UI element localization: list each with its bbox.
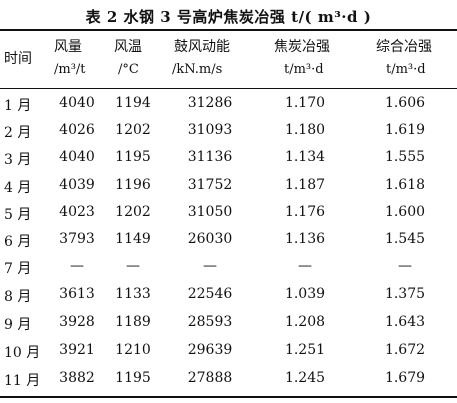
cell-air-volume: —	[70, 258, 84, 274]
cell-blast-energy: 31752	[187, 177, 233, 193]
cell-month: 10 月	[4, 345, 41, 361]
bottom-rule	[0, 396, 457, 398]
header-rule	[0, 88, 457, 89]
cell-blast-energy: 31136	[187, 149, 233, 165]
cell-coke-intensity: 1.208	[284, 314, 326, 330]
cell-air-temp: —	[126, 258, 140, 274]
header-total-intensity-unit: t/m³·d	[386, 62, 426, 77]
cell-coke-intensity: 1.134	[284, 149, 326, 165]
cell-air-temp: 1194	[115, 95, 151, 111]
cell-air-volume: 4040	[59, 149, 95, 165]
cell-blast-energy: 27888	[187, 370, 233, 386]
cell-coke-intensity: 1.187	[284, 177, 326, 193]
cell-total-intensity: 1.619	[384, 122, 426, 138]
cell-month: 7 月	[4, 261, 32, 277]
table-row: 8 月 3613 1133 22546 1.039 1.375	[0, 281, 457, 307]
cell-air-volume: 3921	[59, 342, 95, 358]
cell-coke-intensity: 1.180	[284, 122, 326, 138]
cell-air-volume: 4039	[59, 177, 95, 193]
header-blast-energy-unit: /kN.m/s	[172, 62, 223, 77]
cell-blast-energy: 31093	[187, 122, 233, 138]
table-row: 6 月 3793 1149 26030 1.136 1.545	[0, 226, 457, 252]
table-row: 2 月 4026 1202 31093 1.180 1.619	[0, 117, 457, 143]
cell-air-temp: 1189	[115, 314, 151, 330]
cell-air-temp: 1202	[115, 122, 151, 138]
cell-month: 9 月	[4, 317, 32, 333]
header-coke-intensity-name: 焦炭冶强	[274, 39, 330, 55]
cell-total-intensity: 1.375	[384, 286, 426, 302]
cell-month: 1 月	[4, 98, 32, 114]
table-row: 5 月 4023 1202 31050 1.176 1.600	[0, 199, 457, 225]
header-total-intensity-name: 综合冶强	[376, 39, 432, 55]
top-rule	[0, 29, 457, 31]
cell-air-volume: 4023	[59, 204, 95, 220]
cell-total-intensity: 1.555	[384, 149, 426, 165]
table-row: 3 月 4040 1195 31136 1.134 1.555	[0, 144, 457, 170]
cell-coke-intensity: 1.170	[284, 95, 326, 111]
cell-air-volume: 3613	[59, 286, 95, 302]
header-air-temp: 风温 /°C	[108, 34, 158, 86]
cell-blast-energy: 28593	[187, 314, 233, 330]
header-month: 时间	[4, 34, 44, 86]
cell-total-intensity: 1.600	[384, 204, 426, 220]
header-air-temp-unit: /°C	[118, 62, 139, 77]
cell-total-intensity: 1.672	[384, 342, 426, 358]
cell-blast-energy: 29639	[187, 342, 233, 358]
header-air-volume-name: 风量	[54, 39, 82, 55]
table-row: 9 月 3928 1189 28593 1.208 1.643	[0, 309, 457, 335]
cell-month: 3 月	[4, 152, 32, 168]
cell-blast-energy: 31050	[187, 204, 233, 220]
header-blast-energy: 鼓风动能 /kN.m/s	[162, 34, 258, 86]
cell-total-intensity: 1.643	[384, 314, 426, 330]
table-row: 10 月 3921 1210 29639 1.251 1.672	[0, 337, 457, 363]
cell-air-temp: 1210	[115, 342, 151, 358]
cell-month: 6 月	[4, 234, 32, 250]
cell-month: 11 月	[4, 373, 41, 389]
cell-air-temp: 1202	[115, 204, 151, 220]
cell-coke-intensity: 1.039	[284, 286, 326, 302]
cell-blast-energy: 31286	[187, 95, 233, 111]
cell-air-temp: 1195	[115, 149, 151, 165]
header-total-intensity: 综合冶强 t/m³·d	[356, 34, 454, 86]
header-air-volume-unit: /m³/t	[54, 62, 86, 77]
cell-total-intensity: —	[398, 258, 412, 274]
table-row: 1 月 4040 1194 31286 1.170 1.606	[0, 90, 457, 116]
cell-air-volume: 3793	[59, 231, 95, 247]
table-row: 4 月 4039 1196 31752 1.187 1.618	[0, 172, 457, 198]
cell-coke-intensity: 1.251	[284, 342, 326, 358]
table-title: 表 2 水钢 3 号高炉焦炭冶强 t/( m³·d )	[85, 8, 372, 26]
cell-blast-energy: 22546	[187, 286, 233, 302]
cell-month: 2 月	[4, 125, 32, 141]
cell-month: 8 月	[4, 289, 32, 305]
cell-air-volume: 4040	[59, 95, 95, 111]
cell-coke-intensity: 1.176	[284, 204, 326, 220]
header-month-label: 时间	[4, 51, 32, 67]
cell-coke-intensity: —	[298, 258, 312, 274]
header-coke-intensity: 焦炭冶强 t/m³·d	[262, 34, 348, 86]
cell-air-temp: 1196	[115, 177, 151, 193]
cell-total-intensity: 1.618	[384, 177, 426, 193]
header-blast-energy-name: 鼓风动能	[174, 39, 230, 55]
cell-coke-intensity: 1.136	[284, 231, 326, 247]
cell-total-intensity: 1.545	[384, 231, 426, 247]
cell-air-volume: 3928	[59, 314, 95, 330]
cell-coke-intensity: 1.245	[284, 370, 326, 386]
header-coke-intensity-unit: t/m³·d	[284, 62, 324, 77]
cell-air-volume: 3882	[59, 370, 95, 386]
cell-total-intensity: 1.679	[384, 370, 426, 386]
cell-blast-energy: —	[203, 258, 217, 274]
table-row: 11 月 3882 1195 27888 1.245 1.679	[0, 365, 457, 391]
header-air-volume: 风量 /m³/t	[48, 34, 106, 86]
cell-blast-energy: 26030	[187, 231, 233, 247]
cell-total-intensity: 1.606	[384, 95, 426, 111]
header-air-temp-name: 风温	[114, 39, 142, 55]
cell-air-temp: 1149	[115, 231, 151, 247]
cell-air-temp: 1195	[115, 370, 151, 386]
table-row: 7 月 — — — — —	[0, 253, 457, 279]
cell-air-volume: 4026	[59, 122, 95, 138]
cell-month: 5 月	[4, 207, 32, 223]
cell-air-temp: 1133	[115, 286, 151, 302]
cell-month: 4 月	[4, 180, 32, 196]
